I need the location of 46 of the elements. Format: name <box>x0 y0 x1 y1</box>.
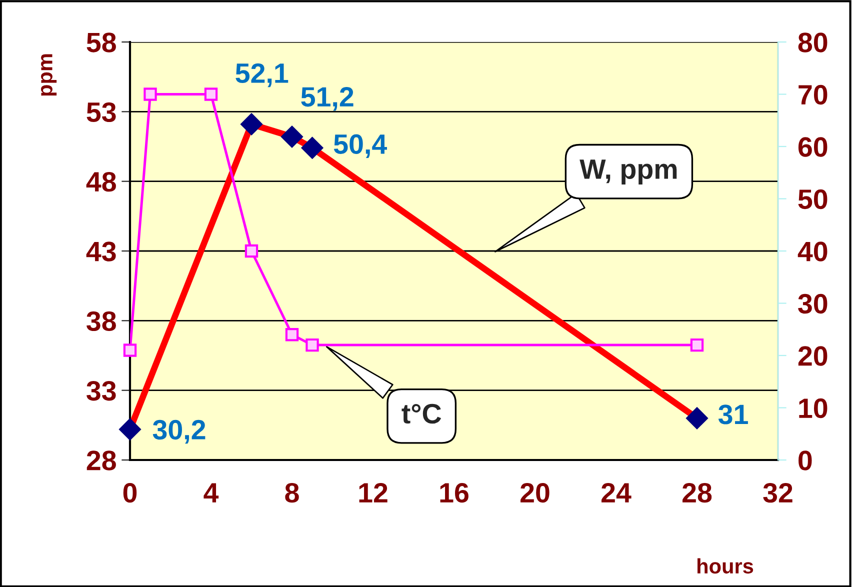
data-label: 52,1 <box>236 63 288 88</box>
y2-tick-label: 50 <box>798 189 828 210</box>
point <box>686 407 708 430</box>
annotation: W, ppm <box>580 160 677 185</box>
y-tick-label: 38 <box>86 311 116 332</box>
point <box>240 113 262 136</box>
y2-tick-label: 0 <box>798 450 812 470</box>
y2-tick-label: 60 <box>798 137 828 157</box>
y-tick-label: 48 <box>86 172 116 192</box>
point <box>281 126 303 148</box>
point <box>119 418 141 440</box>
y2-tick-label: 10 <box>799 398 828 418</box>
y2-tick-label: 20 <box>798 346 828 366</box>
point <box>301 137 324 159</box>
x-tick-label: 8 <box>285 482 299 503</box>
y2-tick-label: 80 <box>798 32 828 52</box>
y-tick-label: 33 <box>86 381 116 401</box>
x-tick-label: 20 <box>520 482 550 503</box>
x-tick-label: 12 <box>359 482 388 502</box>
y-tick-label: 58 <box>86 32 116 52</box>
y2-tick-label: 70 <box>798 84 828 105</box>
y-axis-title: ppm <box>41 54 57 96</box>
x-tick-label: 28 <box>682 482 712 503</box>
point <box>285 328 299 342</box>
annotation: t°C <box>402 404 442 424</box>
data-label: 51,2 <box>301 87 354 111</box>
data-label: 31 <box>718 404 748 424</box>
y2-tick-label: 30 <box>798 294 828 314</box>
data-label: 30,2 <box>152 420 206 444</box>
x-tick-label: 4 <box>204 483 219 502</box>
y-tick-label: 53 <box>86 102 116 122</box>
y-tick-label: 43 <box>86 242 116 262</box>
point <box>306 338 319 352</box>
y2-tick-label: 40 <box>798 242 828 262</box>
point <box>244 244 258 258</box>
point <box>690 338 704 352</box>
x-tick-label: 0 <box>123 482 137 503</box>
point <box>123 344 137 357</box>
x-tick-label: 16 <box>440 482 468 503</box>
x-tick-label: 32 <box>763 482 792 503</box>
point <box>144 88 157 101</box>
y-tick-label: 28 <box>86 450 116 470</box>
x-tick-label: 24 <box>602 482 632 502</box>
x-axis-title: hours <box>698 558 754 574</box>
point <box>204 88 218 101</box>
data-label: 50,4 <box>334 134 387 158</box>
